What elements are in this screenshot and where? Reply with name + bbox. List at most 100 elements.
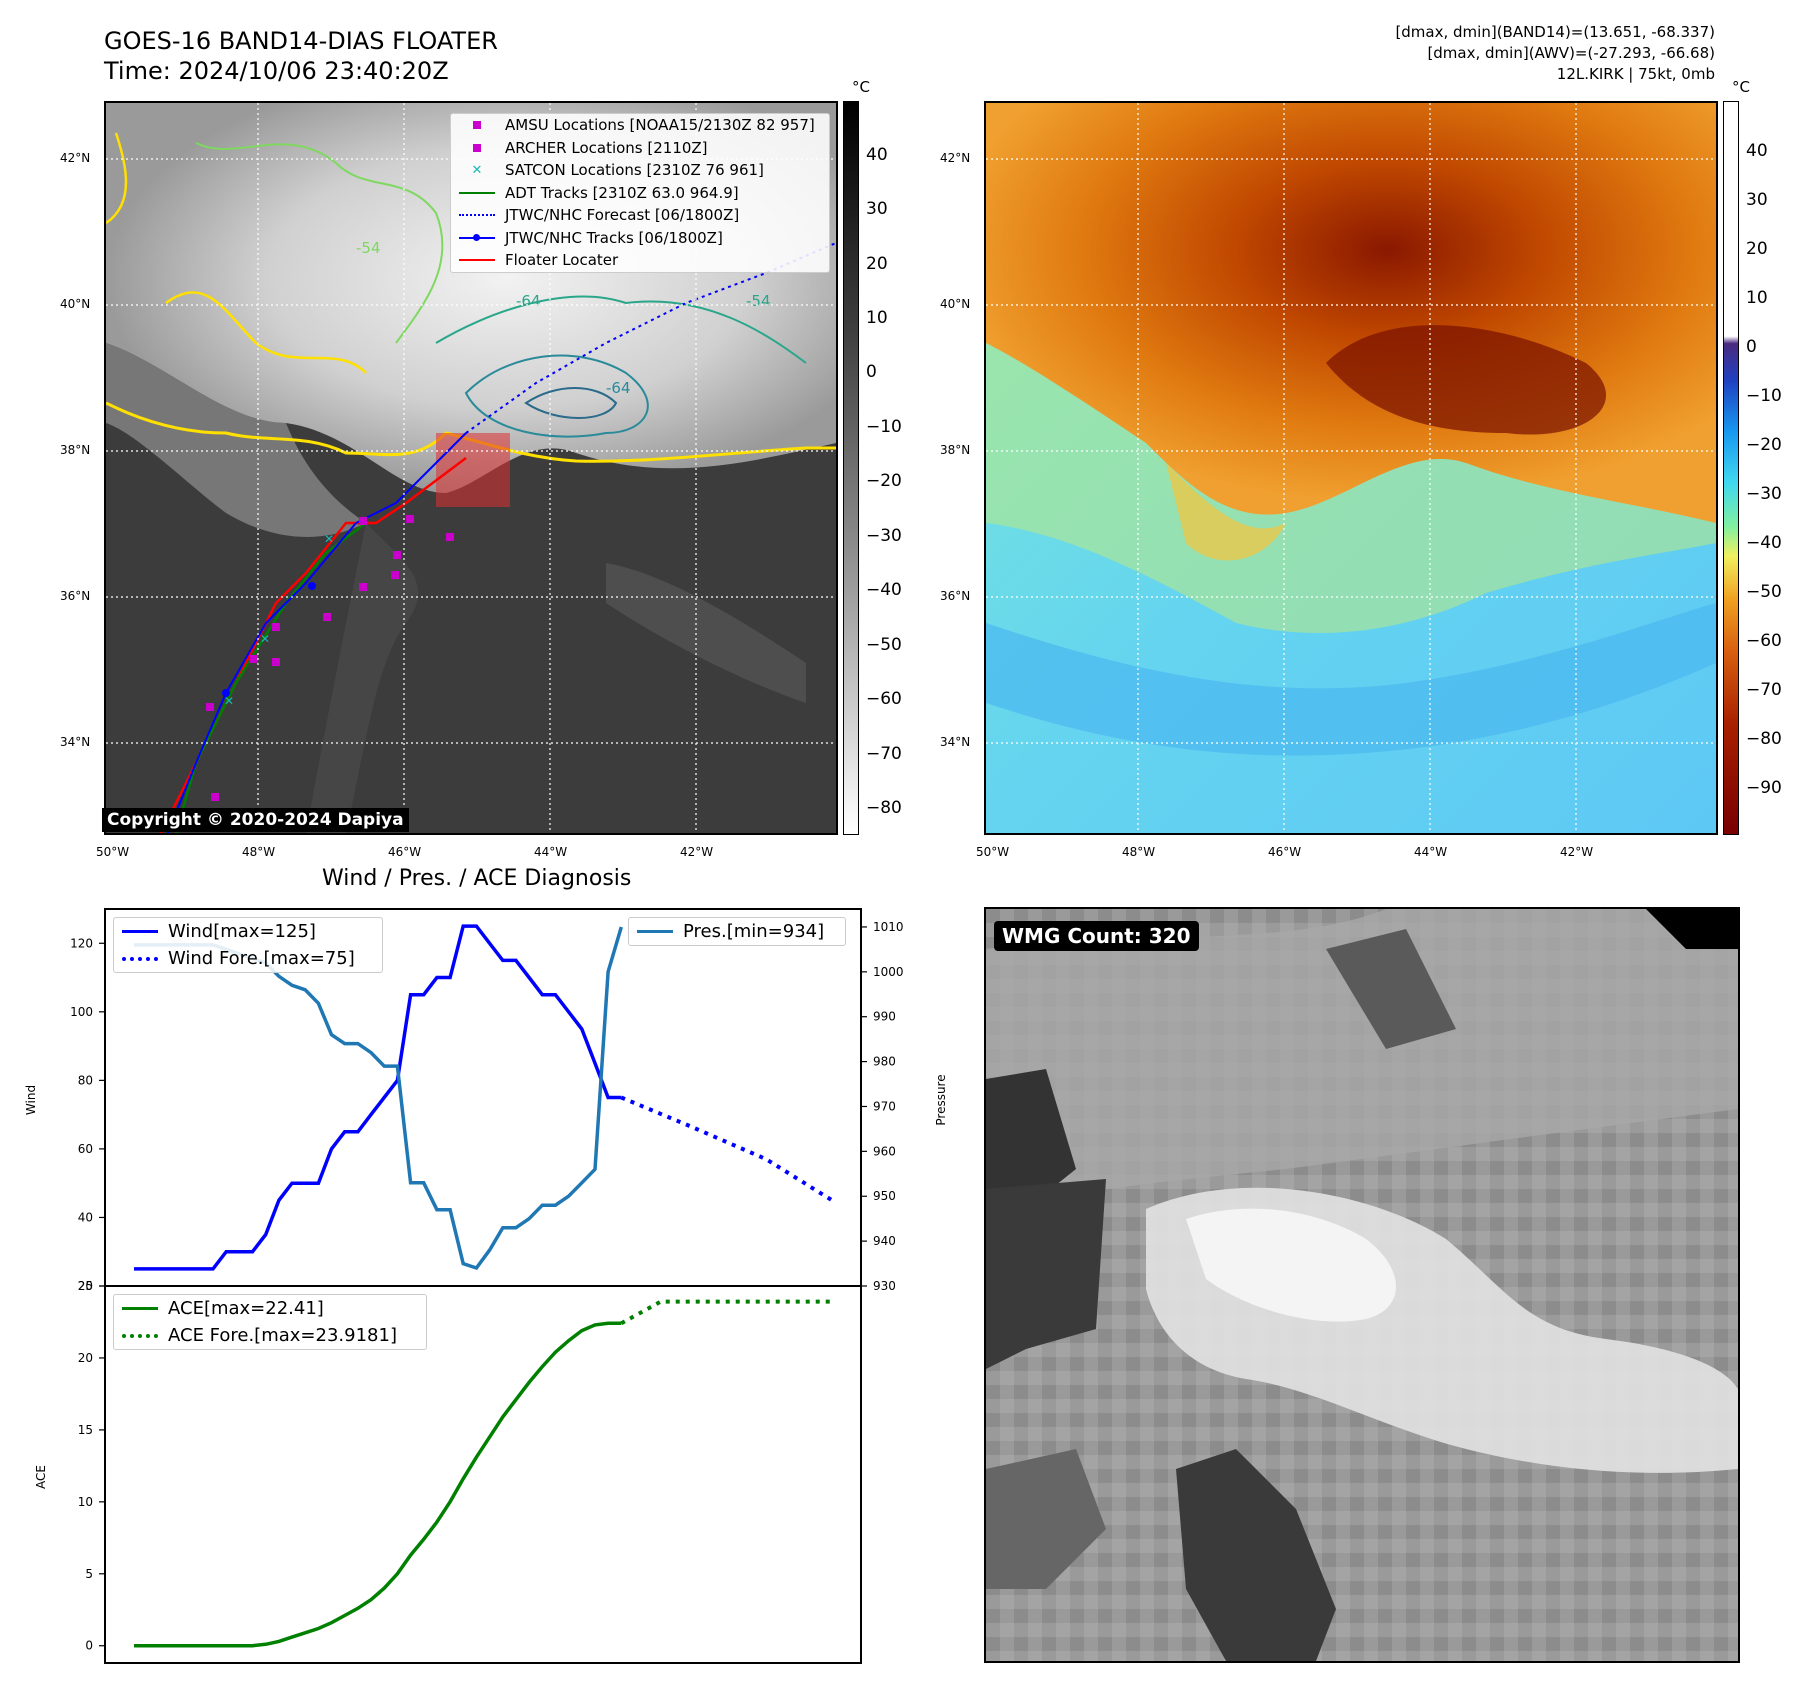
- colorbar-tick: 0: [866, 362, 877, 382]
- colorbar-tick: −70: [1746, 680, 1782, 700]
- diagnosis-title: Wind / Pres. / ACE Diagnosis: [322, 866, 632, 891]
- amsu-marker: [250, 655, 258, 663]
- legend-label: Floater Locater: [505, 251, 619, 270]
- contour-yellow: [106, 401, 836, 463]
- ace-axes-frame: [104, 1285, 862, 1664]
- ace-legend: ACE[max=22.41] ACE Fore.[max=23.9181]: [113, 1294, 427, 1350]
- legend-label: Wind Fore.[max=75]: [168, 948, 355, 969]
- band14-colorbar: [843, 101, 859, 835]
- archer-marker: [446, 533, 454, 541]
- awv-map-canvas: [986, 103, 1716, 833]
- adt-track: [174, 522, 367, 833]
- ace-tick-label: 20: [78, 1351, 93, 1365]
- lon-label: 48°W: [242, 845, 276, 859]
- legend-label: SATCON Locations [2310Z 76 961]: [505, 161, 764, 180]
- pressure-tick-label: 1000: [873, 965, 904, 979]
- legend-item-archer: ARCHER Locations [2110Z]: [451, 137, 829, 160]
- satcon-marker: ✕: [324, 532, 334, 546]
- band14-map: -54 -64 -54 -64 ✕ ✕ ✕: [104, 101, 838, 835]
- awv-map: [984, 101, 1718, 835]
- map-gridlines: [986, 103, 1716, 833]
- cloud-tail: [306, 523, 419, 833]
- lon-label: 44°W: [1414, 845, 1448, 859]
- lat-label: 40°N: [60, 297, 91, 311]
- blue-line-icon: [120, 925, 160, 939]
- blue-dotted-line-icon: [120, 952, 160, 966]
- lat-label: 42°N: [60, 151, 91, 165]
- ace-tick-label: 25: [78, 1279, 93, 1293]
- colorbar-unit: °C: [852, 78, 870, 96]
- wmg-canvas: [986, 909, 1738, 1661]
- colorbar-tick: −80: [866, 798, 902, 818]
- awv-colorbar: [1723, 101, 1739, 835]
- figure-title: GOES-16 BAND14-DIAS FLOATER Time: 2024/1…: [104, 26, 498, 86]
- colorbar-tick: 20: [866, 254, 888, 274]
- legend-item-wind-fore: Wind Fore.[max=75]: [114, 945, 382, 972]
- colorbar-tick: 10: [866, 308, 888, 328]
- lon-label: 42°W: [1560, 845, 1594, 859]
- legend-label: ADT Tracks [2310Z 63.0 964.9]: [505, 183, 739, 202]
- archer-marker: [359, 583, 367, 591]
- wind-tick-label: 80: [78, 1073, 93, 1087]
- legend-label: AMSU Locations [NOAA15/2130Z 82 957]: [505, 116, 815, 135]
- lon-label: 46°W: [388, 845, 422, 859]
- pressure-tick-label: 1010: [873, 920, 904, 934]
- satcon-marker: ✕: [224, 694, 234, 708]
- legend-label: JTWC/NHC Tracks [06/1800Z]: [505, 228, 723, 247]
- wind-forecast-line: [620, 1095, 834, 1202]
- wind-tick-label: 20: [78, 1279, 93, 1293]
- colorbar-unit: °C: [1732, 78, 1750, 96]
- red-line-icon: [457, 253, 497, 267]
- lat-label: 34°N: [60, 735, 91, 749]
- colorbar-tick: −10: [1746, 386, 1782, 406]
- amsu-marker: [206, 703, 214, 711]
- pressure-axis-label: Pressure: [934, 1074, 948, 1125]
- amsu-marker: [272, 658, 280, 666]
- legend-item-satcon: ✕ SATCON Locations [2310Z 76 961]: [451, 159, 829, 182]
- jtwc-forecast-track: [465, 242, 836, 434]
- pressure-tick-label: 940: [873, 1234, 896, 1248]
- legend-item-wind: Wind[max=125]: [114, 918, 382, 945]
- wmg-dark-region: [986, 1069, 1076, 1209]
- legend-item-adt: ADT Tracks [2310Z 63.0 964.9]: [451, 182, 829, 205]
- ace-tick-label: 15: [78, 1423, 93, 1437]
- meta-line-2: [dmax, dmin](AWV)=(-27.293, -66.68): [1427, 44, 1715, 62]
- contour-inner: [524, 387, 618, 419]
- cyan-x-icon: ✕: [471, 162, 483, 178]
- lat-label: 34°N: [940, 735, 971, 749]
- pressure-tick-label: 970: [873, 1099, 896, 1113]
- jtwc-track: [167, 432, 467, 833]
- legend-item-amsu: AMSU Locations [NOAA15/2130Z 82 957]: [451, 114, 829, 137]
- satcon-marker: ✕: [260, 632, 270, 646]
- colorbar-tick: −10: [866, 417, 902, 437]
- lon-label: 48°W: [1122, 845, 1156, 859]
- lon-label: 44°W: [534, 845, 568, 859]
- ace-tick-label: 5: [85, 1567, 93, 1581]
- wmg-dark-region: [986, 1179, 1106, 1369]
- colorbar-tick: −40: [1746, 533, 1782, 553]
- colorbar-tick: 10: [1746, 288, 1768, 308]
- green-dotted-line-icon: [120, 1329, 160, 1343]
- pressure-legend: Pres.[min=934]: [628, 917, 846, 946]
- legend-item-ace-fore: ACE Fore.[max=23.9181]: [114, 1322, 426, 1349]
- archer-marker: [323, 613, 331, 621]
- colorbar-tick: −80: [1746, 729, 1782, 749]
- legend-item-ace: ACE[max=22.41]: [114, 1295, 426, 1322]
- coldest-core: [1326, 325, 1607, 435]
- pressure-tick-label: 950: [873, 1189, 896, 1203]
- ace-tick-label: 0: [85, 1639, 93, 1653]
- dry-band: [986, 603, 1716, 756]
- archer-marker: [406, 515, 414, 523]
- wmg-mid-region: [1326, 929, 1456, 1049]
- pressure-line: [134, 926, 623, 1271]
- meta-line-3: 12L.KIRK | 75kt, 0mb: [1556, 65, 1715, 83]
- wmg-light-region: [986, 909, 1738, 1209]
- pressure-tick-label: 990: [873, 1010, 896, 1024]
- archer-marker: [272, 623, 280, 631]
- colorbar-tick: −60: [866, 689, 902, 709]
- diagnosis-ticks: 1201008060402010101000990980970960950940…: [70, 920, 903, 1653]
- contour-label: -64: [606, 379, 631, 397]
- wmg-mid-region: [986, 1449, 1106, 1589]
- pressure-tick-label: 980: [873, 1055, 896, 1069]
- legend-item-forecast: JTWC/NHC Forecast [06/1800Z]: [451, 204, 829, 227]
